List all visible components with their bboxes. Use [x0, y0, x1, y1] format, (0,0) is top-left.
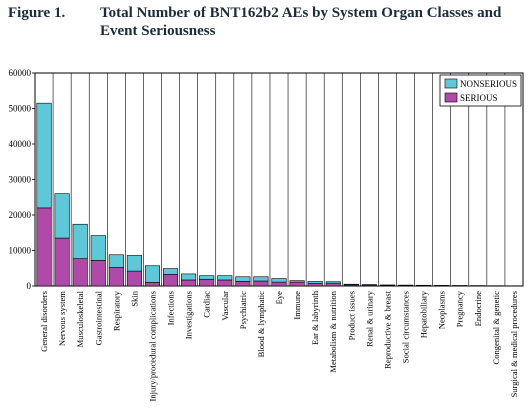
chart-title: Total Number of BNT162b2 AEs by System O…: [100, 5, 502, 39]
bar-nonserious: [36, 102, 52, 209]
x-category-label: Social circumstances: [401, 290, 411, 363]
x-category-label: Pregnancy: [455, 290, 465, 327]
x-category-label: Cardiac: [202, 291, 212, 318]
bar-serious: [36, 207, 52, 287]
bar-nonserious: [90, 235, 106, 261]
y-tick-label: 60000: [9, 68, 32, 78]
bar-serious: [54, 237, 70, 287]
bar-serious: [108, 267, 124, 287]
bar-serious: [72, 258, 88, 287]
x-category-label: Investigations: [184, 290, 194, 339]
bar-serious: [144, 282, 161, 287]
bar-nonserious: [361, 284, 377, 286]
bar-nonserious: [108, 254, 124, 268]
x-category-label: Ear & labyrinth: [310, 290, 320, 345]
bars-group: [36, 102, 522, 287]
bar-nonserious: [289, 280, 305, 283]
x-category-label: Congenital & genetic: [491, 291, 501, 365]
bar-serious: [325, 282, 341, 287]
bar-nonserious: [343, 283, 359, 286]
x-category-label: Nervous system: [57, 291, 67, 346]
x-category-label: Eye: [274, 291, 284, 305]
x-axis-labels: General disorders Nervous system Musculosk…: [39, 290, 519, 401]
bar-nonserious: [54, 193, 70, 239]
bar-nonserious: [253, 276, 269, 282]
bar-serious: [90, 260, 106, 287]
bar-nonserious: [271, 278, 287, 283]
x-category-label: Skin: [129, 290, 139, 306]
x-category-label: Blood & lymphatic: [256, 291, 266, 358]
x-category-label: Hepatobiliary: [419, 290, 429, 338]
y-tick-label: 40000: [9, 139, 32, 149]
x-category-label: Injury/procedural complications: [147, 290, 157, 401]
x-category-label: Psychiatric: [238, 291, 248, 329]
bar-serious: [235, 281, 251, 287]
x-category-label: Infections: [166, 290, 176, 325]
bar-serious: [307, 283, 323, 287]
x-category-label: Respiratory: [111, 290, 121, 331]
y-tick-label: 20000: [9, 210, 32, 220]
y-tick-label: 50000: [9, 104, 32, 114]
x-category-label: Endocrine: [473, 291, 483, 327]
legend-swatch-serious: [444, 92, 458, 103]
x-category-label: Gastrointestinal: [93, 290, 103, 345]
grid-lines: [52, 73, 506, 286]
legend-swatch-nonserious: [444, 78, 458, 89]
legend-label-nonserious: NONSERIOUS: [460, 79, 517, 89]
x-category-label: General disorders: [39, 290, 49, 352]
bar-serious: [126, 270, 142, 287]
x-category-label: Metabolism & nutrition: [328, 290, 338, 372]
bar-nonserious: [307, 281, 323, 284]
bar-serious: [253, 280, 269, 287]
bar-nonserious: [181, 273, 197, 281]
legend: NONSERIOUS SERIOUS: [439, 74, 522, 107]
bar-serious: [271, 281, 287, 287]
bar-nonserious: [72, 223, 88, 259]
bar-nonserious: [199, 275, 215, 280]
bar-serious: [199, 278, 215, 287]
x-category-label: Neoplasms: [437, 290, 447, 329]
figure-label: Figure 1.: [8, 5, 66, 21]
y-tick-label: 30000: [9, 175, 32, 185]
x-category-label: Musculoskeletal: [75, 290, 85, 347]
bar-nonserious: [235, 276, 251, 282]
x-category-label: Immune: [292, 291, 302, 320]
legend-label-serious: SERIOUS: [460, 93, 498, 103]
bar-serious: [217, 279, 233, 287]
bar-serious: [181, 279, 197, 287]
y-tick-label: 10000: [9, 246, 32, 256]
x-category-label: Renal & urinary: [364, 290, 374, 347]
bar-nonserious: [144, 265, 161, 283]
x-category-label: Product issues: [346, 290, 356, 340]
y-axis-ticks: 0 10000 20000 30000 40000 50000 60000: [9, 68, 35, 291]
bar-serious: [163, 273, 179, 287]
x-category-label: Vascular: [220, 291, 230, 321]
bar-nonserious: [163, 268, 179, 275]
bar-nonserious: [325, 281, 341, 284]
x-category-label: Surgical & medical procedures: [509, 290, 519, 397]
x-category-label: Reproductive & breast: [382, 290, 392, 368]
bar-nonserious: [379, 284, 395, 286]
bar-nonserious: [217, 275, 233, 281]
bar-nonserious: [126, 255, 142, 272]
y-tick-label: 0: [27, 281, 32, 291]
bar-serious: [289, 281, 305, 287]
